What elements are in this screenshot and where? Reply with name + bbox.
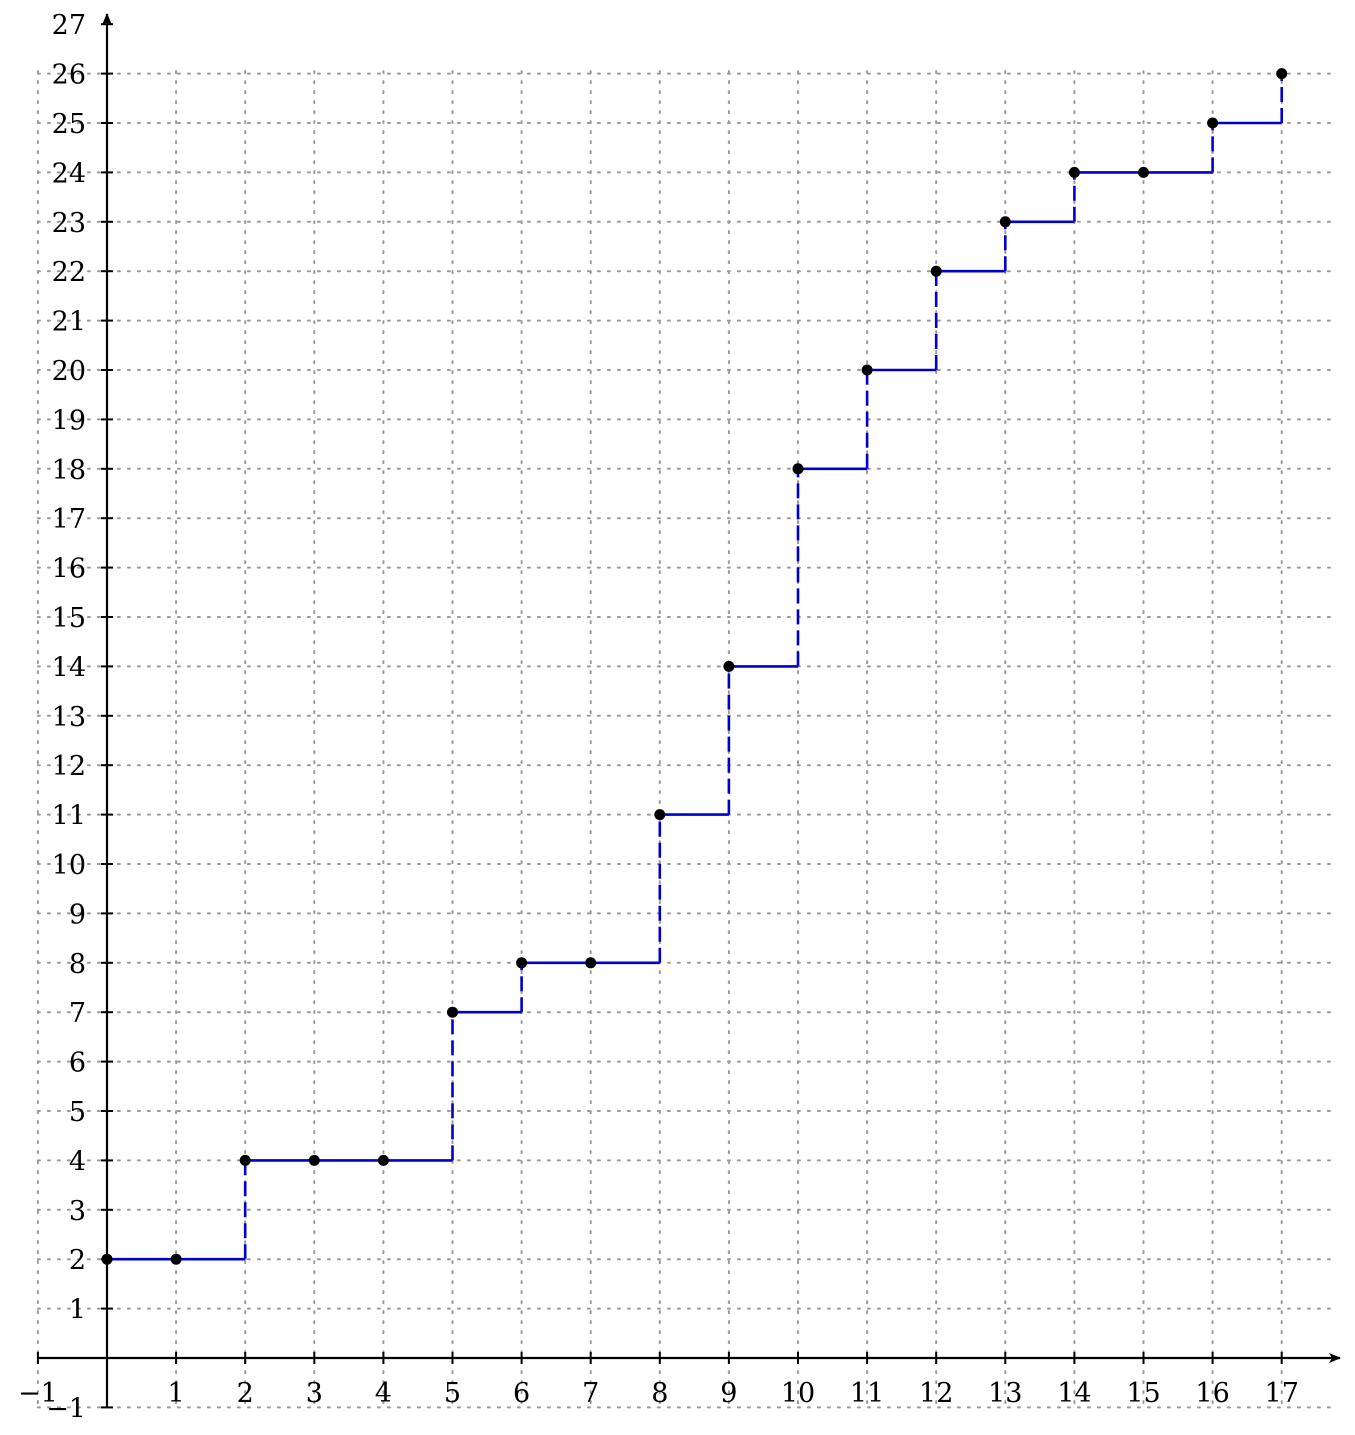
y-tick-label: 23 [52,208,86,239]
x-tick-label: −1 [18,1378,58,1409]
x-tick-label: 11 [850,1378,884,1409]
x-tick-label: 14 [1057,1378,1091,1409]
x-tick-label: 17 [1265,1378,1299,1409]
x-tick-label: 3 [306,1378,323,1409]
x-tick-label: 8 [651,1378,668,1409]
x-tick-label: 10 [781,1378,815,1409]
data-point [654,809,666,821]
y-tick-label: −1 [46,1393,86,1424]
y-tick-label: 26 [52,60,86,91]
y-tick-label: 7 [69,998,86,1029]
y-tick-label: 14 [52,652,86,683]
x-tick-label: 9 [720,1378,737,1409]
x-tick-label: 15 [1126,1378,1160,1409]
y-tick-label: 18 [52,455,86,486]
data-point [999,216,1011,228]
x-tick-label: 1 [168,1378,185,1409]
data-points [101,68,1288,1265]
y-tick-label: 24 [52,158,86,189]
y-tick-label: 11 [52,801,86,832]
y-tick-label: 6 [69,1048,86,1079]
y-tick-label: 17 [52,504,86,535]
y-tick-label: 4 [69,1146,86,1177]
y-tick-label: 1 [69,1295,86,1326]
y-tick-label: 21 [52,307,86,338]
y-tick-label: 19 [52,405,86,436]
y-tick-label: 13 [52,702,86,733]
tick-labels: −1 1 2 3 4 5 6 7 8 9 10 11 12 13 14 15 16 17−112345678910… [18,10,1299,1424]
data-point [170,1253,182,1265]
data-point [1207,117,1219,129]
x-tick-label: 16 [1195,1378,1229,1409]
data-point [1068,166,1080,178]
x-tick-label: 13 [988,1378,1022,1409]
y-tick-label: 20 [52,356,86,387]
y-tick-label: 9 [69,899,86,930]
axes [37,13,1341,1408]
y-tick-label: 12 [52,751,86,782]
x-tick-label: 5 [444,1378,461,1409]
y-tick-label: 10 [52,850,86,881]
y-tick-label: 8 [69,949,86,980]
data-point [239,1154,251,1166]
y-tick-label: 22 [52,257,86,288]
data-point [377,1154,389,1166]
data-point [447,1006,458,1018]
data-point [101,1253,113,1265]
y-tick-label: 2 [69,1245,86,1276]
data-point [930,265,942,277]
x-tick-label: 6 [513,1378,530,1409]
data-point [516,957,528,969]
data-point [1276,68,1288,80]
x-tick-label: 4 [375,1378,392,1409]
y-tick-label: 3 [69,1196,86,1227]
x-tick-label: 7 [582,1378,599,1409]
data-point [861,364,873,376]
data-point [585,957,597,969]
grid [36,70,1332,1409]
tick-marks [36,23,1283,1409]
x-tick-label: 12 [919,1378,953,1409]
x-tick-label: 2 [237,1378,254,1409]
y-tick-label: 16 [52,554,86,585]
series [107,73,1283,1261]
data-point [792,463,804,475]
y-tick-label: 25 [52,109,86,140]
data-point [1138,166,1149,178]
y-tick-label: 5 [69,1097,86,1128]
data-point [308,1154,320,1166]
y-tick-label: 15 [52,603,86,634]
data-point [723,660,735,672]
y-tick-label: 27 [52,10,86,41]
